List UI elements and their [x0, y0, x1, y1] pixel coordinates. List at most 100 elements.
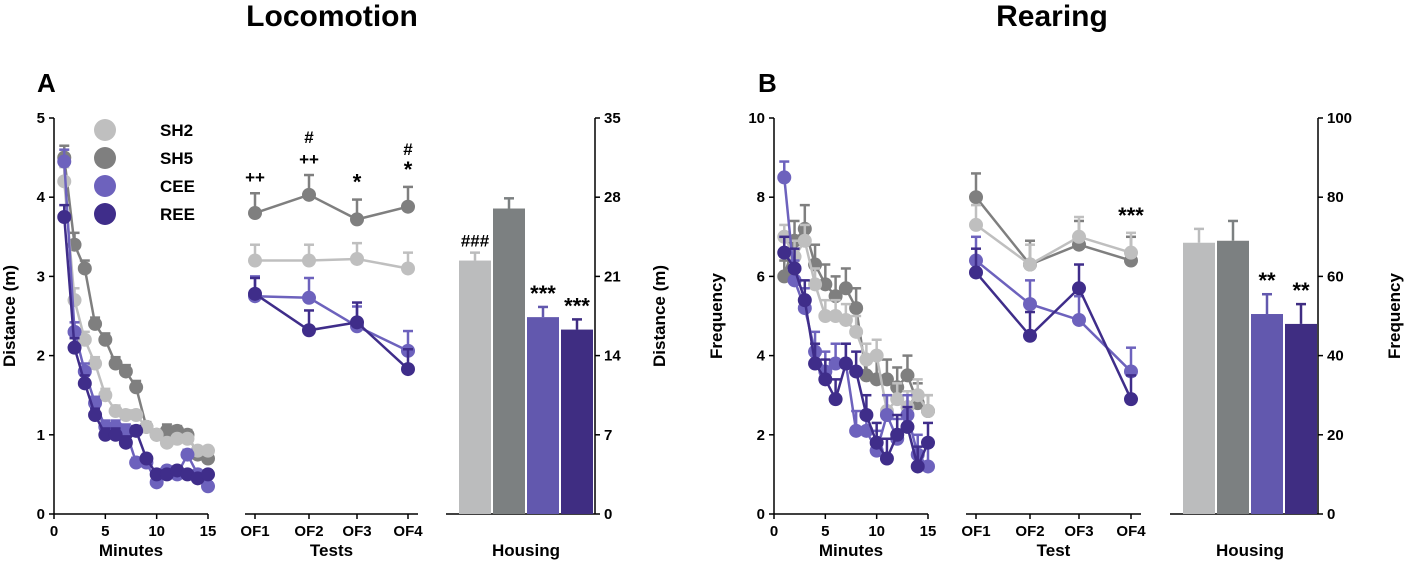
loco-point-sh5 — [98, 332, 113, 347]
loco-annotation: # — [403, 140, 413, 159]
loco-point-sh2 — [98, 388, 113, 403]
loco-housing-ytick-label: 28 — [604, 189, 621, 206]
rear-tests-xtick-label: OF3 — [1064, 523, 1093, 540]
loco-point-sh5 — [77, 261, 92, 276]
rear-tests-line-sh2 — [975, 223, 1132, 267]
rear-point-sh2 — [890, 392, 905, 407]
loco-ylabel: Distance (m) — [0, 265, 19, 367]
loco-tests-point-sh5 — [248, 206, 262, 221]
rear-point-ree — [869, 435, 884, 450]
loco-point-ree — [98, 427, 113, 442]
loco-tests-point-sh5 — [401, 199, 415, 214]
rear-point-ree — [849, 364, 864, 379]
loco-point-sh2 — [170, 431, 185, 446]
loco-housing-ytick-label: 0 — [604, 506, 612, 523]
rear-tests-xtick-label: OF2 — [1015, 523, 1044, 540]
rear-housing-ytick-label: 100 — [1327, 110, 1352, 127]
rear-point-sh2 — [838, 312, 853, 327]
rear-tests-point-sh2 — [1023, 257, 1037, 272]
legend-label-cee: CEE — [160, 177, 195, 196]
rear-bar-ree — [1285, 323, 1317, 514]
loco-point-sh2 — [129, 408, 144, 422]
loco-point-sh2 — [77, 332, 92, 347]
loco-point-sh5 — [88, 316, 103, 331]
legend: SH2 SH5 CEE REE — [94, 119, 195, 225]
rear-point-ree — [900, 419, 915, 434]
rear-point-sh2 — [921, 404, 935, 419]
rear-point-ree — [808, 356, 823, 371]
rear-point-sh2 — [818, 309, 833, 323]
rear-ytick-label: 4 — [757, 348, 766, 365]
loco-minutes-panel: 0 1 2 3 4 5 0 5 10 15 Minutes Distance (m) — [0, 110, 216, 560]
rear-tests-point-sh2 — [1072, 229, 1086, 244]
loco-point-ree — [129, 423, 144, 438]
rear-point-sh5 — [900, 368, 915, 383]
loco-xlabel: Minutes — [99, 541, 163, 560]
rear-housing-ytick-label: 40 — [1327, 348, 1344, 365]
loco-tests-line-sh5 — [254, 193, 409, 221]
rear-point-cee — [828, 356, 843, 371]
rear-tests-panel: OF1 OF2 OF3 OF4 Test *** — [961, 172, 1146, 560]
loco-point-ree — [67, 340, 82, 355]
loco-xtick-label: 15 — [200, 523, 217, 540]
rear-xlabel: Minutes — [819, 541, 883, 560]
loco-tests-point-cee — [302, 290, 316, 305]
rear-bar-cee — [1251, 314, 1283, 514]
loco-point-ree — [108, 427, 123, 442]
loco-annotation: * — [353, 170, 362, 195]
loco-housing-ytick-label: 35 — [604, 110, 621, 127]
rear-point-sh2 — [797, 233, 812, 248]
loco-point-ree — [118, 435, 133, 450]
loco-point-sh2 — [180, 431, 195, 446]
rear-tests-point-ree — [1072, 281, 1086, 296]
loco-point-cee — [180, 447, 195, 462]
rear-tests-line-sh5 — [975, 196, 1132, 267]
loco-bar-sh5 — [493, 208, 525, 514]
rear-point-ree — [838, 356, 853, 371]
rear-tests-xtick-label: OF1 — [961, 523, 990, 540]
loco-tests-xtick-label: OF3 — [342, 523, 371, 540]
loco-point-ree — [77, 376, 92, 391]
loco-housing-ytick-label: 21 — [604, 268, 621, 285]
loco-housing-ylabel: Distance (m) — [650, 265, 669, 367]
loco-tests-xlabel: Tests — [310, 541, 353, 560]
rear-minutes-panel: 0 2 4 6 8 10 0 5 10 15 Minutes Frequency — [707, 110, 936, 560]
loco-tests-point-sh2 — [401, 261, 415, 276]
loco-point-sh2 — [88, 356, 103, 371]
legend-label-sh5: SH5 — [160, 149, 193, 168]
panel-label-b: B — [758, 68, 777, 98]
loco-tests-point-sh2 — [302, 253, 316, 268]
loco-tests-point-ree — [350, 315, 364, 330]
loco-tests-xtick-label: OF2 — [294, 523, 323, 540]
rear-ytick-label: 10 — [748, 110, 765, 127]
loco-bar-label: ### — [461, 232, 490, 251]
loco-point-cee — [201, 479, 215, 494]
rear-point-cee — [777, 170, 792, 185]
legend-marker-cee — [94, 175, 116, 197]
loco-point-sh2 — [201, 443, 215, 458]
charts: 0 1 2 3 4 5 0 5 10 15 Minutes Distance (m) OF1 OF2 OF3… — [0, 110, 1404, 560]
rear-point-cee — [921, 459, 935, 474]
rear-housing-ylabel: Frequency — [1385, 272, 1404, 359]
loco-point-sh5 — [129, 380, 144, 395]
rear-ylabel: Frequency — [707, 272, 726, 359]
legend-label-sh2: SH2 — [160, 121, 193, 140]
rear-tests-point-ree — [969, 265, 983, 280]
loco-tests-point-ree — [401, 362, 415, 377]
rear-ytick-label: 8 — [757, 189, 765, 206]
panel-label-a: A — [37, 68, 56, 98]
loco-tests-line-ree — [254, 292, 409, 370]
loco-ytick-label: 2 — [37, 348, 45, 365]
loco-annotation: ++ — [299, 150, 319, 169]
loco-housing-xlabel: Housing — [492, 541, 560, 560]
rear-point-ree — [828, 392, 843, 407]
rear-point-sh5 — [818, 277, 833, 292]
rear-point-sh5 — [879, 372, 894, 387]
loco-point-ree — [139, 451, 154, 466]
loco-tests-point-sh5 — [350, 212, 364, 227]
rear-point-sh5 — [849, 301, 864, 316]
loco-annotation: # — [304, 128, 314, 147]
rear-bar-label: ** — [1258, 268, 1276, 293]
rear-tests-xtick-label: OF4 — [1116, 523, 1146, 540]
